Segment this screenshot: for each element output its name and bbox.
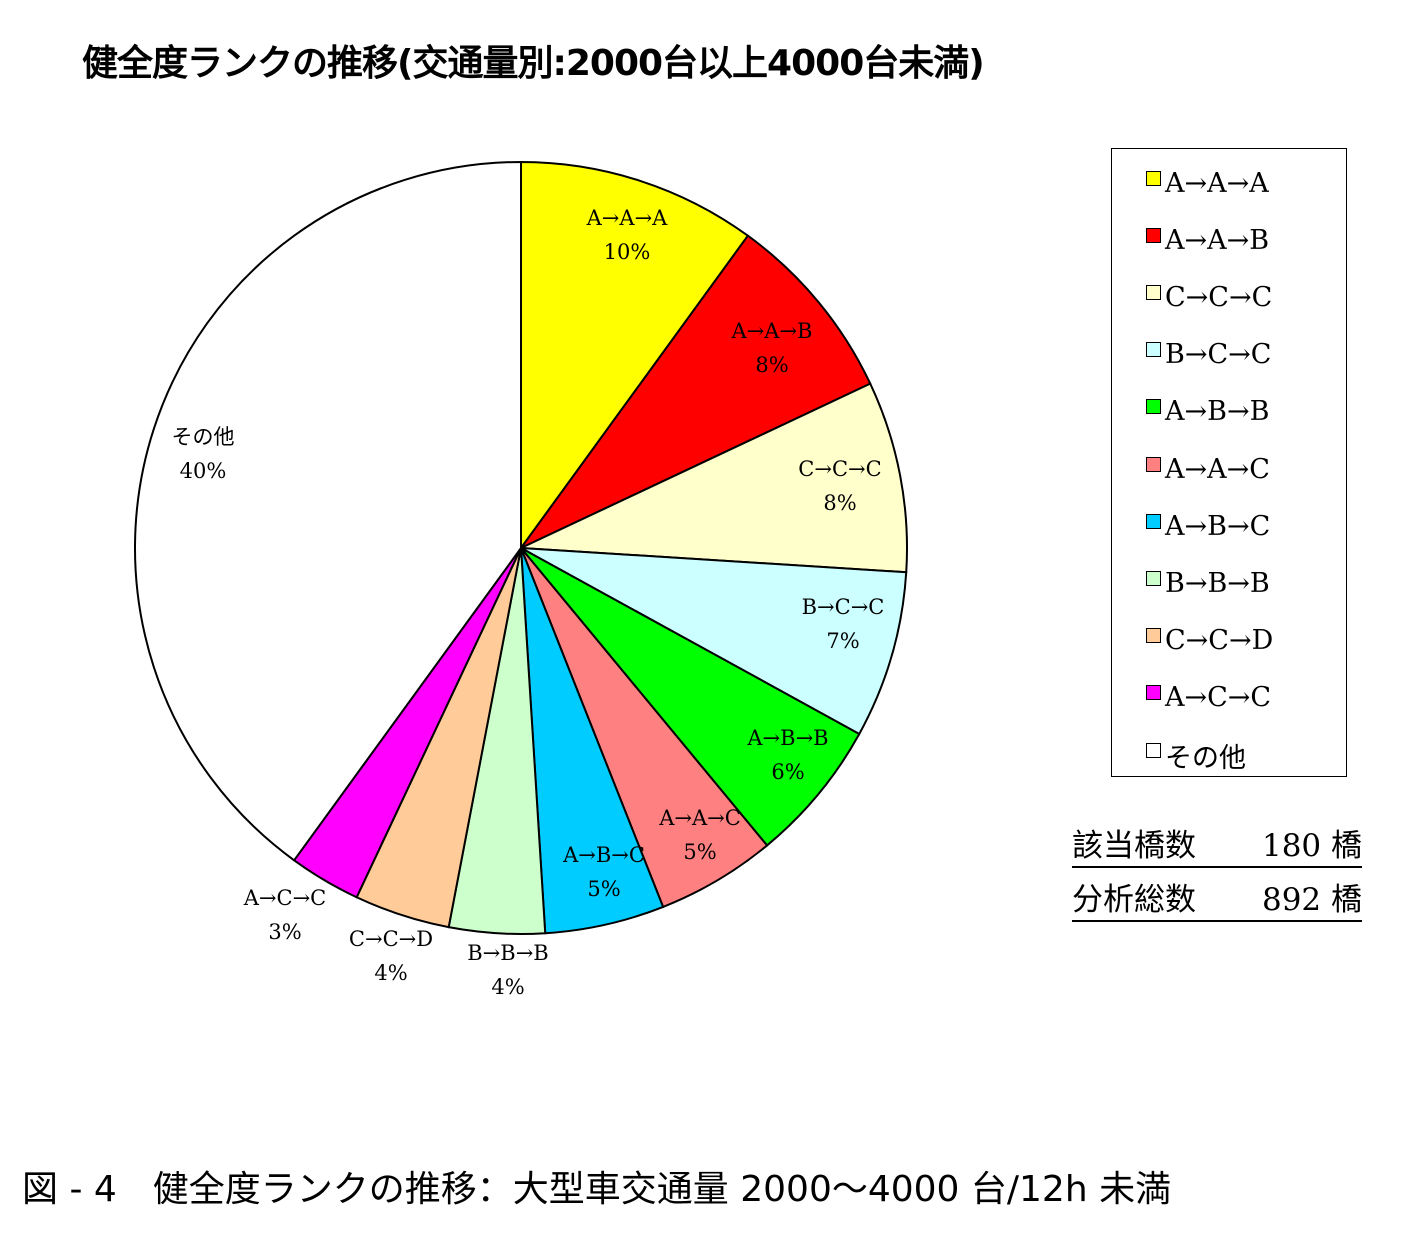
legend-label: A→B→C <box>1165 510 1271 542</box>
slice-percent-label: 6% <box>771 760 804 784</box>
slice-name-label: A→B→B <box>746 726 828 750</box>
legend-label: C→C→D <box>1165 625 1274 657</box>
legend-swatch <box>1146 685 1161 701</box>
slice-percent-label: 10% <box>604 240 651 264</box>
legend-item: A→C→C <box>1146 678 1271 718</box>
legend-label: B→C→C <box>1165 339 1272 371</box>
legend-label: A→A→C <box>1165 453 1270 485</box>
pie-slice <box>520 382 908 574</box>
slice-name-label: その他 <box>172 425 235 449</box>
total-bridges-label: 分析総数 <box>1072 882 1196 918</box>
legend-label: B→B→B <box>1165 567 1270 599</box>
legend-item: その他 <box>1146 735 1246 775</box>
legend-swatch <box>1146 342 1161 358</box>
legend-label: A→B→B <box>1165 396 1270 428</box>
pie-slice <box>520 234 872 549</box>
legend-swatch <box>1146 399 1161 415</box>
slice-percent-label: 8% <box>823 491 856 515</box>
slice-percent-label: 5% <box>587 877 620 901</box>
legend-swatch <box>1146 456 1161 472</box>
pie-slice <box>520 547 861 847</box>
total-bridges-value: 892 橋 <box>1261 882 1362 918</box>
legend-item: C→C→D <box>1146 621 1273 661</box>
legend-item: C→C→C <box>1146 277 1272 317</box>
legend-label: A→C→C <box>1165 682 1272 714</box>
pie-slice <box>520 160 750 552</box>
chart-title: 健全度ランクの推移(交通量別:2000台以上4000台未満) <box>82 43 985 84</box>
slice-name-label: C→C→D <box>349 927 433 951</box>
legend-swatch <box>1146 628 1161 644</box>
legend-swatch <box>1146 742 1161 758</box>
slice-percent-label: 40% <box>180 459 227 483</box>
slice-name-label: B→B→B <box>467 941 549 965</box>
legend-item: A→B→B <box>1146 392 1269 432</box>
applicable-bridges-row: 該当橋数 180 橋 <box>1072 826 1362 868</box>
legend-label: その他 <box>1165 742 1246 774</box>
applicable-bridges-label: 該当橋数 <box>1072 828 1196 864</box>
legend-swatch <box>1146 170 1161 186</box>
slice-name-label: A→A→B <box>731 319 813 343</box>
slice-percent-label: 8% <box>755 353 788 377</box>
legend: A→A→A A→A→B C→C→C B→C→C A→B→B A→A→C A→B→C B→B→B… <box>1111 148 1347 777</box>
slice-percent-label: 4% <box>491 975 524 999</box>
legend-item: B→B→B <box>1146 563 1270 603</box>
total-bridges-row: 分析総数 892 橋 <box>1072 880 1362 922</box>
legend-swatch <box>1146 284 1161 300</box>
legend-swatch <box>1146 227 1161 243</box>
slice-name-label: A→C→C <box>243 886 327 910</box>
legend-swatch <box>1146 513 1161 529</box>
slice-percent-label: 4% <box>374 961 407 985</box>
pie-slice <box>520 547 908 736</box>
slice-percent-label: 7% <box>826 629 859 653</box>
legend-label: A→A→A <box>1165 167 1269 199</box>
slice-percent-label: 3% <box>268 920 301 944</box>
figure-caption: 図 - 4 健全度ランクの推移：大型車交通量 2000〜4000 台/12h 未… <box>22 1169 1172 1210</box>
slice-name-label: B→C→C <box>802 595 885 619</box>
legend-swatch <box>1146 570 1161 586</box>
legend-label: A→A→B <box>1165 224 1270 256</box>
legend-item: A→B→C <box>1146 506 1270 546</box>
legend-item: B→C→C <box>1146 335 1271 375</box>
applicable-bridges-value: 180 橋 <box>1261 828 1362 864</box>
legend-item: A→A→B <box>1146 220 1269 260</box>
pie-slice <box>134 160 522 862</box>
legend-item: A→A→C <box>1146 449 1270 489</box>
legend-label: C→C→C <box>1165 281 1273 313</box>
slice-name-label: A→A→C <box>658 806 741 830</box>
slice-percent-label: 5% <box>683 840 716 864</box>
slice-name-label: C→C→C <box>798 457 881 481</box>
slice-name-label: A→B→C <box>562 843 645 867</box>
slice-name-label: A→A→A <box>586 206 669 230</box>
legend-item: A→A→A <box>1146 163 1269 203</box>
